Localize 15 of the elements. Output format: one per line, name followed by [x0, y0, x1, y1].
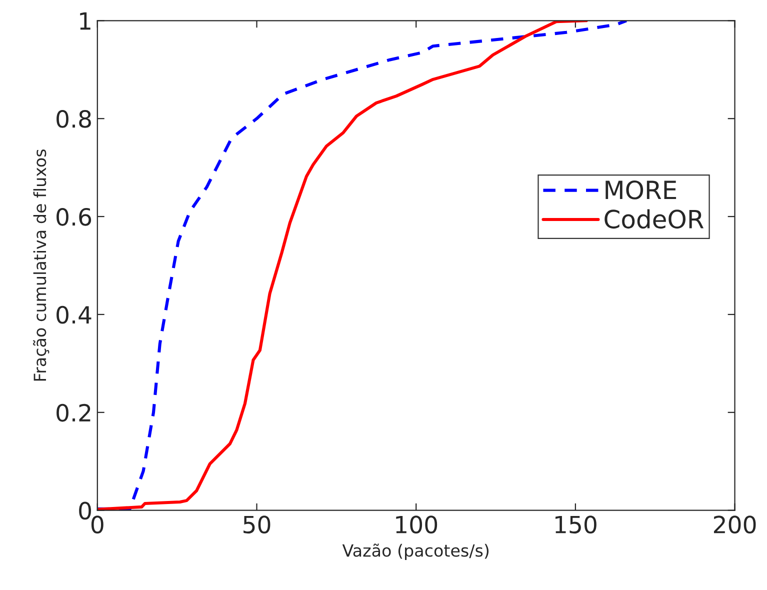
x-tick-label: 150	[556, 516, 596, 534]
legend-label: MORE	[606, 180, 676, 200]
x-tick-label: 50	[244, 516, 270, 534]
y-tick-label: 0.2	[56, 404, 90, 422]
y-tick-label: 0	[79, 502, 91, 520]
x-tick-label: 0	[91, 516, 104, 534]
x-tick-label: 200	[714, 516, 756, 534]
legend-label: CodeOR	[604, 209, 704, 229]
y-tick-label: 1	[80, 12, 90, 30]
y-tick-label: 0.6	[56, 208, 92, 226]
y-axis-title: Fração cumulativa de fluxos	[33, 149, 50, 381]
x-axis-title: Vazão (pacotes/s)	[342, 544, 489, 560]
y-tick-label: 0.4	[56, 306, 92, 324]
y-tick-label: 0.8	[56, 110, 91, 128]
x-tick-label: 100	[396, 516, 438, 534]
